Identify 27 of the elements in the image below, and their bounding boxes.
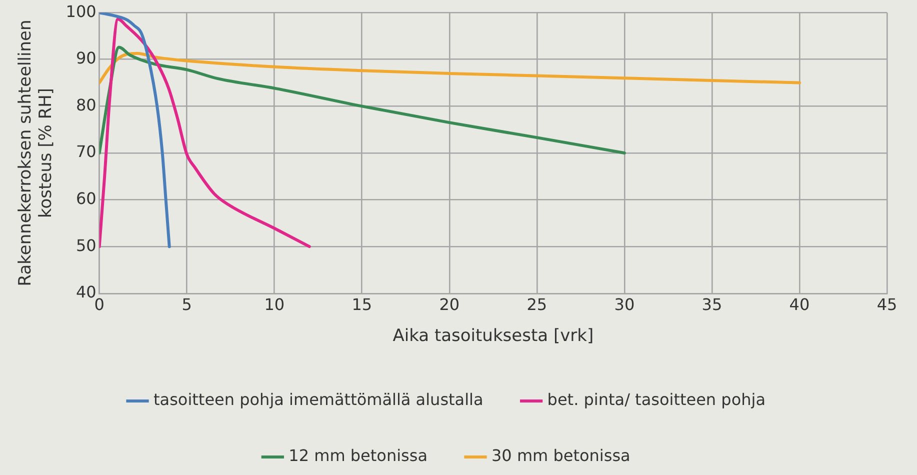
legend-label: tasoitteen pohja imemättömällä alustalla [154, 390, 484, 410]
x-tick-label: 35 [702, 295, 722, 314]
x-tick-label: 25 [526, 295, 548, 314]
y-axis-title: Rakennekerroksen suhteellinen kosteus [% RH] [16, 20, 56, 286]
line-series [99, 46, 626, 154]
x-tick-label: 45 [876, 295, 898, 314]
x-tick-label: 20 [439, 295, 460, 314]
x-tick-label: 30 [614, 295, 635, 314]
y-tick-label: 60 [76, 188, 96, 208]
line-series [99, 18, 311, 248]
legend-label: 30 mm betonissa [492, 446, 630, 466]
legend-label: 12 mm betonissa [288, 446, 428, 466]
y-tick-label: 80 [76, 95, 96, 114]
x-tick-label: 5 [182, 295, 192, 314]
x-tick-label: 40 [789, 295, 810, 314]
x-axis-title: Aika tasoituksesta [vrk] [392, 326, 594, 346]
y-tick-label: 50 [76, 236, 96, 255]
y-tick-label: 100 [66, 2, 96, 21]
line-series [99, 12, 171, 248]
y-tick-label: 40 [76, 282, 96, 302]
legend-label: bet. pinta/ tasoitteen pohja [547, 390, 766, 410]
x-tick-label: 0 [94, 295, 104, 314]
y-tick-label: 70 [76, 142, 96, 162]
x-tick-label: 10 [264, 295, 285, 314]
y-tick-label: 90 [76, 48, 96, 68]
x-tick-label: 15 [352, 295, 372, 314]
line-series [99, 52, 801, 84]
